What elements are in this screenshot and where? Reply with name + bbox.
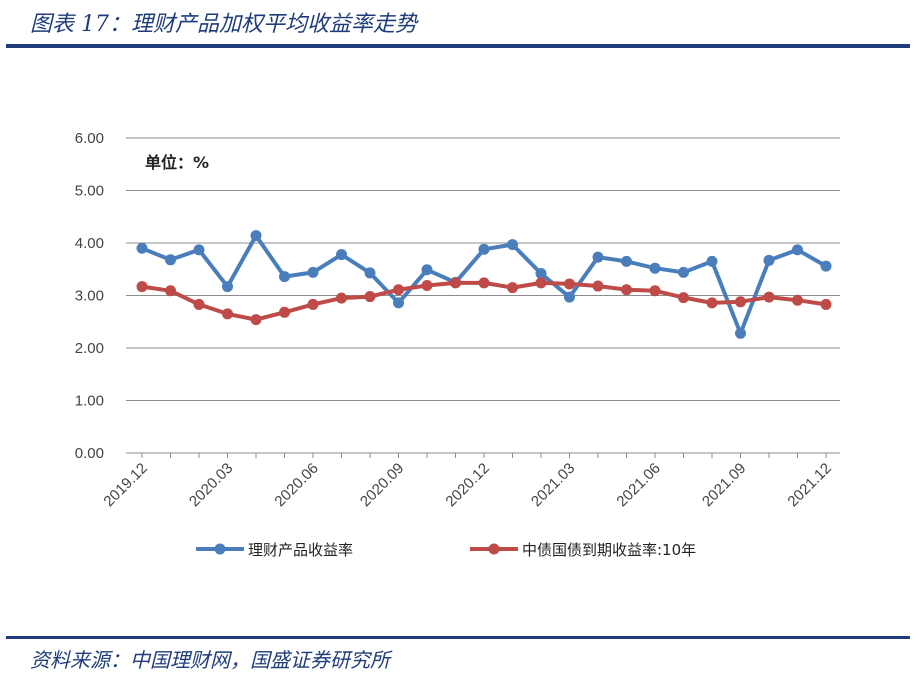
header: 图表 17：理财产品加权平均收益率走势 <box>0 0 920 48</box>
data-point <box>222 281 233 293</box>
y-tick-label: 6.00 <box>75 130 104 147</box>
data-point <box>421 264 433 276</box>
data-point <box>364 267 376 279</box>
x-axis <box>126 452 840 458</box>
legend-swatch-marker <box>488 543 500 555</box>
y-tick-label: 2.00 <box>75 340 104 357</box>
x-tick-label: 2021.03 <box>528 460 578 510</box>
data-point <box>706 297 718 309</box>
header-rule <box>6 44 910 48</box>
data-point <box>535 277 547 289</box>
legend-label: 理财产品收益率 <box>248 541 353 559</box>
y-tick-label: 3.00 <box>75 288 104 305</box>
data-point <box>393 297 404 309</box>
data-point <box>307 266 319 278</box>
x-axis-ticks: 2019.12 2020.03 2020.06 2020.09 2020.12 2021.… <box>100 460 834 510</box>
data-point <box>792 294 803 306</box>
data-point <box>735 327 746 339</box>
data-point <box>478 243 490 255</box>
data-point <box>820 260 832 272</box>
legend: 理财产品收益率 中债国债到期收益率:10年 <box>196 541 696 559</box>
data-point <box>621 284 632 296</box>
y-tick-label: 1.00 <box>75 393 104 410</box>
data-point <box>678 266 689 278</box>
x-tick-label: 2020.06 <box>271 460 321 510</box>
data-point <box>279 271 290 283</box>
data-point <box>421 280 433 292</box>
data-point <box>193 298 205 310</box>
y-axis-ticks: 0.00 1.00 2.00 3.00 4.00 5.00 6.00 <box>75 130 104 462</box>
data-point <box>222 308 233 320</box>
data-point <box>393 284 404 296</box>
data-point <box>336 249 347 261</box>
footer-rule <box>6 636 910 639</box>
data-point <box>250 314 262 326</box>
data-point <box>564 278 575 290</box>
data-point <box>564 291 575 303</box>
data-point <box>478 277 490 289</box>
legend-swatch-marker <box>214 543 226 555</box>
data-point <box>592 280 604 292</box>
data-point <box>792 244 803 256</box>
data-point <box>507 239 518 251</box>
source-note: 资料来源：中国理财网，国盛证券研究所 <box>30 648 390 672</box>
x-tick-label: 2020.12 <box>442 460 492 510</box>
data-point <box>193 244 205 256</box>
data-point <box>250 230 262 242</box>
data-point <box>649 262 661 274</box>
data-point <box>307 298 319 310</box>
data-point <box>735 296 746 308</box>
data-point <box>279 306 290 318</box>
x-tick-label: 2020.09 <box>357 460 407 510</box>
x-tick-label: 2019.12 <box>100 460 150 510</box>
x-tick-label: 2021.09 <box>699 460 749 510</box>
x-tick-label: 2021.06 <box>613 460 663 510</box>
data-point <box>450 277 461 289</box>
data-point <box>592 251 604 263</box>
data-point <box>165 285 176 297</box>
x-tick-label: 2021.12 <box>784 460 834 510</box>
data-point <box>136 281 148 293</box>
gridlines <box>126 137 840 401</box>
y-tick-label: 5.00 <box>75 183 104 200</box>
data-point <box>535 267 547 279</box>
x-tick-label: 2020.03 <box>186 460 236 510</box>
series-layer <box>136 230 832 339</box>
y-tick-label: 0.00 <box>75 445 104 462</box>
data-point <box>763 254 775 266</box>
data-point <box>336 292 347 304</box>
figure-title: 图表 17：理财产品加权平均收益率走势 <box>30 12 417 37</box>
legend-label: 中债国债到期收益率:10年 <box>522 541 696 559</box>
data-point <box>621 255 632 267</box>
data-point <box>649 285 661 297</box>
data-point <box>136 242 148 254</box>
data-point <box>763 291 775 303</box>
data-point <box>507 282 518 294</box>
data-point <box>820 298 832 310</box>
data-point <box>364 291 376 303</box>
data-point <box>678 292 689 304</box>
line-chart: 0.00 1.00 2.00 3.00 4.00 5.00 6.00 2019.12 2020… <box>75 130 840 559</box>
unit-label: 单位：% <box>145 153 209 172</box>
data-point <box>165 254 176 266</box>
data-point <box>706 255 718 267</box>
y-tick-label: 4.00 <box>75 235 104 252</box>
